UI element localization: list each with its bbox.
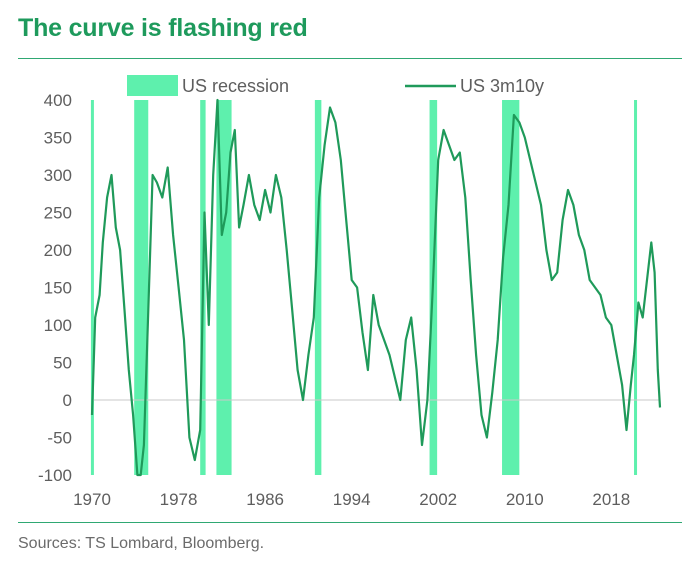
- y-tick-label: 300: [44, 166, 72, 185]
- x-tick-label: 1970: [73, 490, 111, 509]
- x-tick-label: 1978: [160, 490, 198, 509]
- y-tick-label: 100: [44, 316, 72, 335]
- recession-band: [134, 100, 149, 475]
- x-tick-label: 2002: [419, 490, 457, 509]
- legend-label-recession: US recession: [182, 76, 289, 96]
- legend-label-line: US 3m10y: [460, 76, 544, 96]
- recession-bands: [90, 100, 638, 475]
- y-tick-label: 400: [44, 91, 72, 110]
- footer-divider: [18, 522, 682, 523]
- x-tick-label: 1994: [333, 490, 371, 509]
- recession-band: [634, 100, 638, 475]
- y-tick-label: 0: [63, 391, 72, 410]
- x-tick-label: 2010: [506, 490, 544, 509]
- title-divider: [18, 58, 682, 59]
- y-tick-label: 350: [44, 129, 72, 148]
- recession-band: [502, 100, 520, 475]
- y-tick-label: 50: [53, 354, 72, 373]
- chart-legend: US recession US 3m10y: [127, 75, 544, 96]
- y-tick-label: 250: [44, 204, 72, 223]
- legend-swatch-recession: [127, 75, 178, 96]
- x-tick-label: 2018: [592, 490, 630, 509]
- series-line-us-3m10y: [90, 98, 662, 477]
- y-axis-ticks: 400 350 300 250 200 150 100 50 0 -50 -100: [38, 91, 72, 485]
- source-note: Sources: TS Lombard, Bloomberg.: [18, 535, 265, 552]
- y-tick-label: 200: [44, 241, 72, 260]
- page-title: The curve is flashing red: [18, 14, 308, 42]
- y-tick-label: 150: [44, 279, 72, 298]
- x-axis-ticks: 1970 1978 1986 1994 2002 2010 2018: [73, 490, 630, 509]
- recession-band: [90, 100, 94, 475]
- y-tick-label: -50: [47, 429, 72, 448]
- y-tick-label: -100: [38, 466, 72, 485]
- recession-band: [314, 100, 322, 475]
- x-tick-label: 1986: [246, 490, 284, 509]
